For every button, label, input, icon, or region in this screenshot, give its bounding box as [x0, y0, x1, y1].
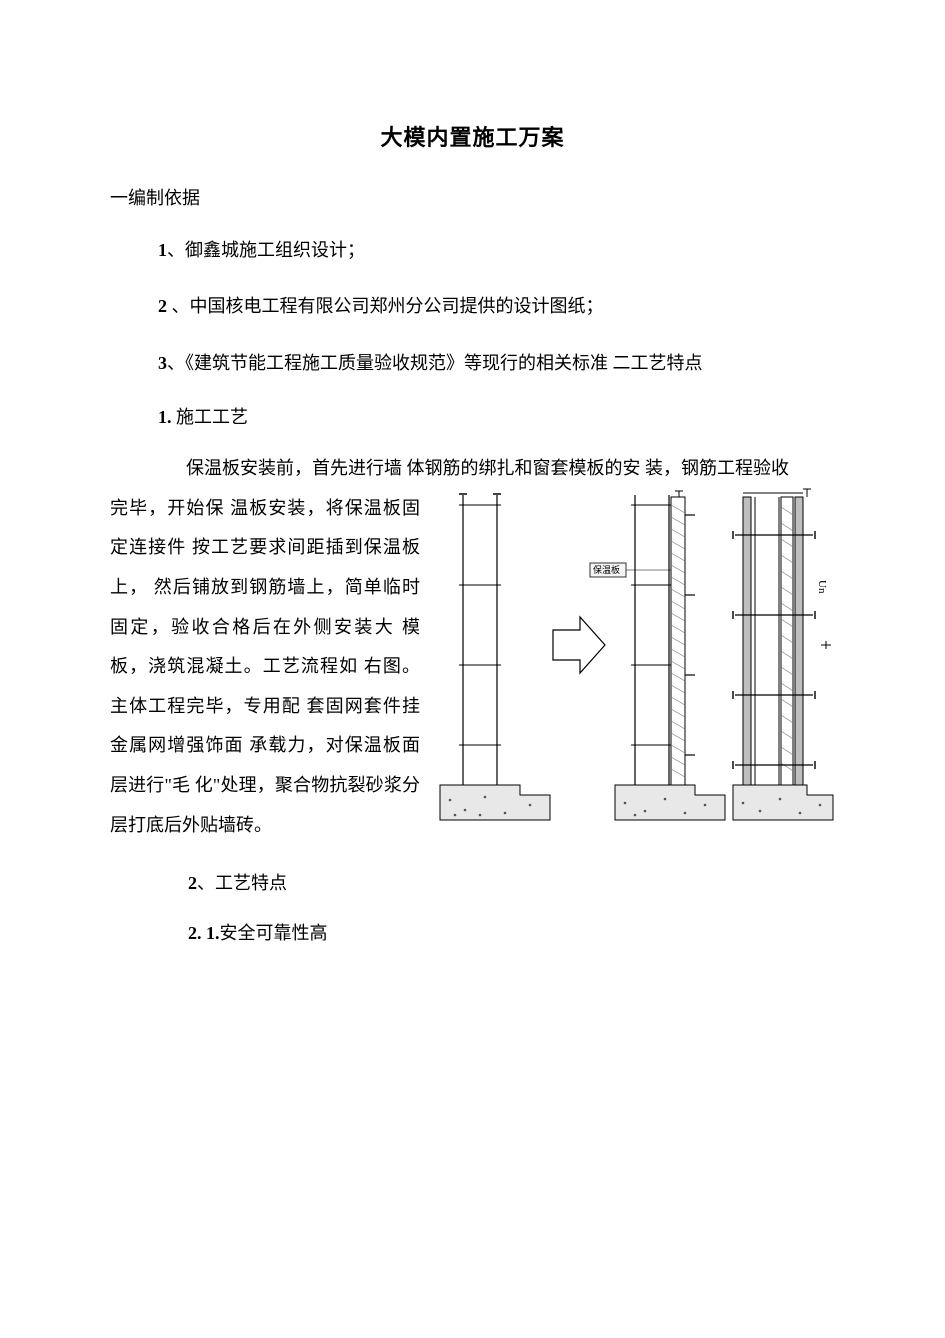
label-un: Un [816, 580, 828, 594]
item2-sep: 、 [197, 873, 215, 893]
diagram-panel-3: Un [733, 489, 833, 820]
list-item-1: 1、御鑫城施工组织设计； [158, 234, 835, 266]
list-item-2-features: 2、工艺特点 [188, 869, 835, 895]
list-item-3: 3、《建筑节能工程施工质量验收规范》等现行的相关标准 二工艺特点 [158, 347, 835, 379]
item-3-sep: 、 [167, 353, 185, 373]
item2-number: 2 [188, 873, 197, 893]
item-2-sep: 、 [167, 296, 190, 316]
arrow-icon [553, 617, 605, 673]
item2-text: 工艺特点 [215, 873, 287, 893]
item-2-text: 中国核电工程有限公司郑州分公司提供的设计图纸； [190, 296, 604, 316]
diagram-panel-2: 保温板 [590, 491, 725, 820]
sub-1-number: 1. [158, 407, 172, 427]
list-item-2-1: 2. 1.安全可靠性高 [188, 919, 835, 945]
section-1-heading: 一编制依据 [110, 184, 835, 210]
item-1-text: 御鑫城施工组织设计； [185, 240, 365, 260]
paragraph-first-line: 保温板安装前，首先进行墙 体钢筋的绑扎和窗套模板的安 装，钢筋工程验收 [110, 449, 835, 489]
diagram-svg: 保温板 [435, 485, 835, 845]
item-1-number: 1 [158, 240, 167, 260]
item21-text: 安全可靠性高 [220, 923, 328, 943]
sub-1-text: 施工工艺 [172, 407, 249, 427]
item-1-sep: 、 [167, 240, 185, 260]
sub-heading-1: 1. 施工工艺 [158, 403, 835, 429]
item-2-number: 2 [158, 296, 167, 316]
process-diagram: 保温板 [435, 485, 835, 845]
item21-number: 2. 1. [188, 923, 220, 943]
document-title: 大模内置施工万案 [110, 120, 835, 152]
diagram-panel-1 [440, 494, 550, 820]
paragraph-rest: 完毕，开始保 温板安装，将保温板固定连接件 按工艺要求间距插到保温板上， 然后铺… [110, 489, 420, 845]
label-insulation: 保温板 [593, 564, 620, 575]
item-3-text: 《建筑节能工程施工质量验收规范》等现行的相关标准 二工艺特点 [185, 353, 703, 373]
body-paragraph-wrap: 保温板安装前，首先进行墙 体钢筋的绑扎和窗套模板的安 装，钢筋工程验收 完毕，开… [110, 449, 835, 845]
item-3-number: 3 [158, 353, 167, 373]
list-item-2: 2 、中国核电工程有限公司郑州分公司提供的设计图纸； [158, 290, 835, 322]
